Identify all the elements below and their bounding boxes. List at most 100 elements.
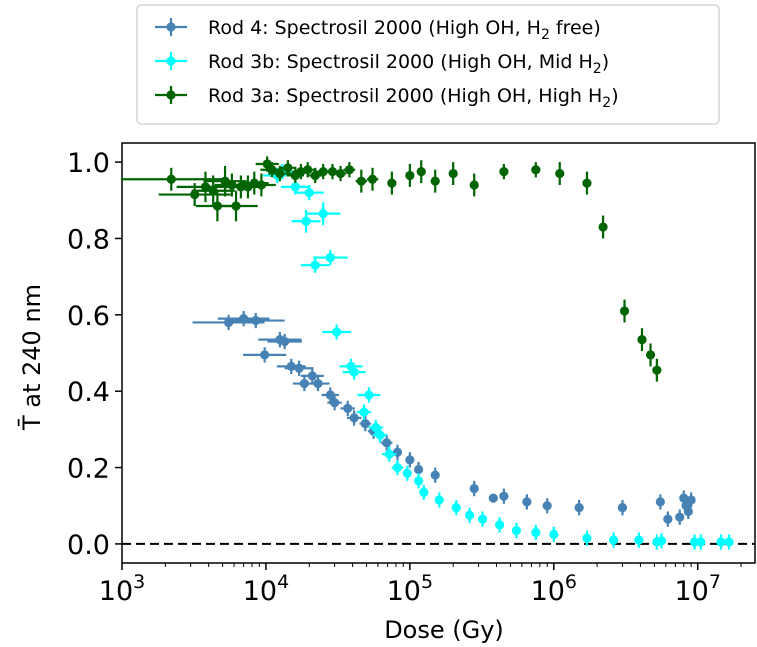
data-point xyxy=(724,537,734,547)
data-point xyxy=(290,182,300,192)
data-point xyxy=(343,403,353,413)
data-point xyxy=(511,525,522,536)
y-axis-label: T̄ at 240 nm xyxy=(17,284,46,431)
data-point xyxy=(555,168,565,179)
data-point xyxy=(634,535,644,545)
data-point xyxy=(313,378,323,389)
data-point xyxy=(582,533,592,543)
data-point xyxy=(405,455,415,465)
data-point xyxy=(542,501,552,511)
data-point xyxy=(531,165,541,175)
data-point xyxy=(637,335,647,345)
data-point xyxy=(488,493,498,503)
data-point xyxy=(310,170,320,181)
x-axis-ticks: 103 104 105 106 107 xyxy=(99,563,742,607)
data-point xyxy=(656,536,667,546)
legend-marker-dot xyxy=(166,22,176,32)
x-tick-label: 103 xyxy=(99,571,145,607)
data-point xyxy=(469,483,479,494)
data-point xyxy=(330,398,340,408)
legend-entry-3: Rod 3a: Spectrosil 2000 (High OH, High H… xyxy=(155,85,619,111)
legend-marker-dot xyxy=(166,90,176,100)
data-point xyxy=(384,449,394,459)
data-point xyxy=(304,188,314,198)
data-point xyxy=(663,514,673,524)
data-point xyxy=(200,182,211,192)
y-tick-label: 0.2 xyxy=(67,454,110,485)
data-point xyxy=(655,497,665,507)
data-point xyxy=(405,170,415,181)
data-point xyxy=(335,168,346,179)
legend-label: Rod 4: Spectrosil 2000 (High OH, H2 free… xyxy=(208,17,601,43)
y-tick-label: 1.0 xyxy=(67,148,110,179)
data-point xyxy=(598,222,608,232)
data-point xyxy=(392,447,403,457)
data-point xyxy=(325,390,335,400)
data-point xyxy=(686,495,696,505)
data-point xyxy=(531,527,541,538)
data-point xyxy=(227,180,237,190)
data-point xyxy=(327,167,338,177)
data-point xyxy=(325,252,335,263)
data-point xyxy=(522,497,532,507)
data-point xyxy=(299,378,309,389)
data-point xyxy=(716,537,726,547)
legend-frame xyxy=(136,4,720,125)
data-point xyxy=(208,186,218,196)
x-tick-label: 107 xyxy=(674,571,720,607)
data-point xyxy=(419,487,429,497)
data-point xyxy=(375,430,385,440)
data-point xyxy=(582,178,592,188)
data-point xyxy=(451,503,461,513)
y-tick-label: 0.4 xyxy=(67,377,110,408)
x-axis-label: Dose (Gy) xyxy=(384,616,504,644)
data-point xyxy=(267,165,277,175)
y-axis-ticks: 0.0 0.2 0.4 0.6 0.8 1.0 xyxy=(67,148,122,561)
data-point xyxy=(166,174,176,184)
legend-label: Rod 3a: Spectrosil 2000 (High OH, High H… xyxy=(208,85,619,111)
legend-entry-2: Rod 3b: Spectrosil 2000 (High OH, Mid H2… xyxy=(155,51,609,77)
data-point xyxy=(303,165,313,175)
series-1 xyxy=(192,311,696,527)
data-point xyxy=(387,178,397,188)
y-tick-label: 0.0 xyxy=(67,530,110,561)
data-point xyxy=(469,180,479,190)
x-tick-label: 106 xyxy=(531,571,577,607)
data-point xyxy=(430,176,440,186)
data-point xyxy=(286,361,296,371)
data-point xyxy=(416,167,426,177)
data-point xyxy=(359,407,369,417)
data-point xyxy=(307,371,317,381)
legend-label: Rod 3b: Spectrosil 2000 (High OH, Mid H2… xyxy=(208,51,609,77)
data-point xyxy=(494,520,505,530)
data-point xyxy=(310,260,320,270)
data-point xyxy=(434,495,444,505)
data-point xyxy=(696,537,706,547)
data-point xyxy=(256,180,266,190)
data-point xyxy=(675,512,685,522)
data-point xyxy=(382,438,392,448)
y-tick-label: 0.8 xyxy=(67,224,110,255)
data-point xyxy=(367,174,378,184)
data-point xyxy=(683,506,693,517)
legend: Rod 4: Spectrosil 2000 (High OH, H2 free… xyxy=(136,4,720,125)
legend-entry-1: Rod 4: Spectrosil 2000 (High OH, H2 free… xyxy=(155,17,601,43)
data-point xyxy=(413,476,424,486)
data-point xyxy=(360,419,370,429)
data-point xyxy=(318,209,328,219)
data-point xyxy=(392,462,403,473)
data-point xyxy=(294,363,304,373)
data-point xyxy=(448,168,458,179)
data-point xyxy=(371,422,381,433)
data-point xyxy=(239,314,249,324)
data-point xyxy=(499,167,509,177)
data-point xyxy=(349,367,359,377)
series-3 xyxy=(120,156,662,382)
legend-marker-dot xyxy=(166,56,176,66)
data-point xyxy=(574,503,584,513)
data-point xyxy=(356,176,366,186)
x-tick-label: 104 xyxy=(243,571,289,607)
data-point xyxy=(402,468,412,478)
data-point xyxy=(364,390,374,400)
